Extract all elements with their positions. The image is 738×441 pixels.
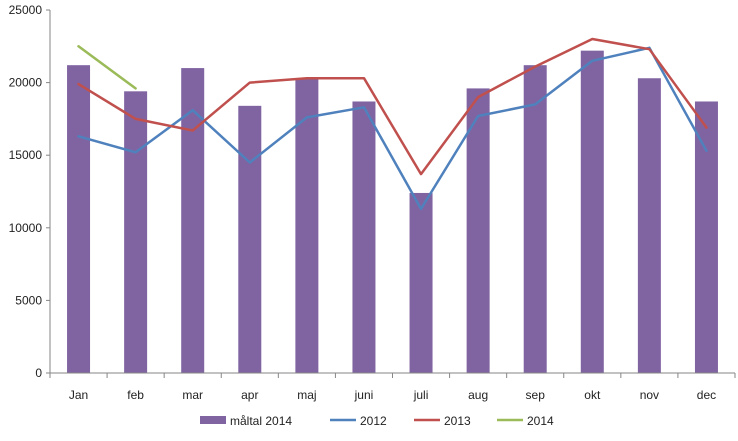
y-tick-label: 0 [35, 366, 42, 380]
axes: 0 5000 10000 15000 20000 25000 Jan feb mar apr maj… [9, 3, 736, 402]
x-tick-label: dec [697, 388, 716, 402]
bar [67, 65, 91, 374]
bar [238, 105, 262, 373]
bar [181, 68, 205, 373]
bar [466, 88, 490, 374]
legend-label: 2012 [360, 414, 387, 428]
legend-swatch [200, 416, 226, 424]
y-tick-label: 25000 [9, 3, 43, 17]
x-tick-label: juni [354, 388, 374, 402]
legend-label: måltal 2014 [230, 414, 292, 428]
legend-label: 2013 [444, 414, 471, 428]
series-line-2014 [77, 45, 137, 90]
y-tick-label: 10000 [9, 221, 43, 235]
bar [523, 65, 547, 374]
plot-area [67, 37, 718, 374]
x-tick-label: okt [584, 388, 601, 402]
x-tick-label: juli [413, 388, 429, 402]
x-tick-label: aug [468, 388, 488, 402]
x-tick-label: feb [127, 388, 144, 402]
x-tick-label: nov [640, 388, 659, 402]
bar [352, 101, 376, 373]
legend: måltal 2014 2012 2013 2014 [200, 414, 554, 428]
series-line-2012 [77, 46, 708, 211]
y-tick-label: 20000 [9, 76, 43, 90]
legend-item: 2013 [414, 414, 471, 428]
bar [637, 78, 661, 373]
bar [694, 101, 718, 373]
bar [580, 50, 604, 373]
bar [409, 192, 433, 373]
bar [124, 91, 148, 373]
legend-label: 2014 [527, 414, 554, 428]
x-tick-label: mar [182, 388, 203, 402]
series-line-2013 [77, 37, 708, 176]
y-tick-label: 5000 [15, 293, 42, 307]
y-tick-label: 15000 [9, 148, 43, 162]
legend-item: måltal 2014 [200, 414, 292, 428]
legend-item: 2014 [497, 414, 554, 428]
legend-item: 2012 [330, 414, 387, 428]
x-tick-label: sep [526, 388, 546, 402]
x-tick-label: Jan [69, 388, 88, 402]
x-tick-label: apr [241, 388, 258, 402]
x-tick-label: maj [297, 388, 316, 402]
bar [295, 78, 319, 373]
